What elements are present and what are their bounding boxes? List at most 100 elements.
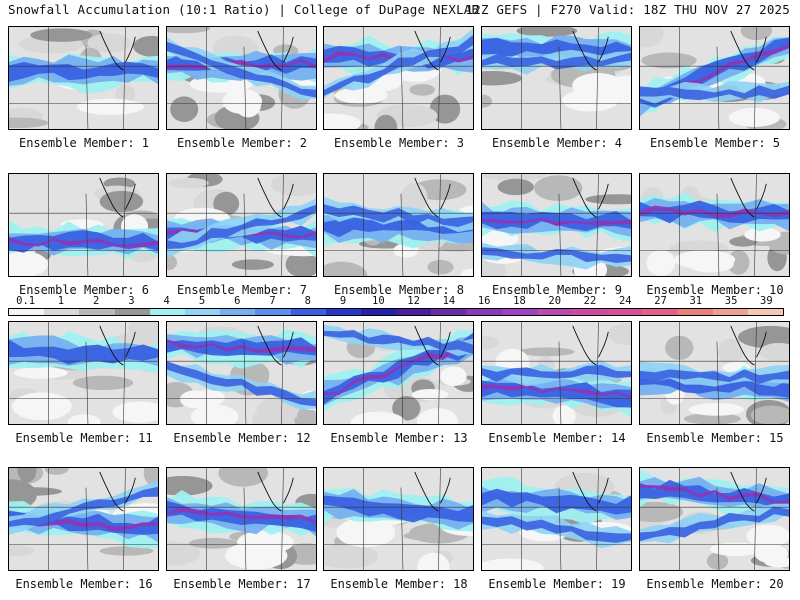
colorbar-swatch	[290, 309, 326, 315]
snowfall-map	[482, 27, 631, 129]
colorbar-tick-label: 6	[234, 295, 241, 307]
colorbar-tick-label: 35	[724, 295, 738, 307]
ensemble-member-label: Ensemble Member: 11	[15, 431, 153, 445]
snowfall-map	[640, 322, 789, 424]
ensemble-member-label: Ensemble Member: 19	[488, 577, 626, 591]
snowfall-map	[9, 27, 158, 129]
colorbar-swatch	[607, 309, 643, 315]
ensemble-map-panel	[481, 321, 632, 425]
ensemble-member-label: Ensemble Member: 4	[491, 136, 623, 150]
ensemble-map-panel	[481, 173, 632, 277]
colorbar-swatch	[431, 309, 467, 315]
colorbar-swatch	[220, 309, 256, 315]
snowfall-map	[482, 322, 631, 424]
colorbar-swatch	[396, 309, 432, 315]
colorbar-tick-label: 22	[583, 295, 597, 307]
ensemble-map-panel	[639, 467, 790, 571]
colorbar-tick-label: 1	[57, 295, 65, 307]
ensemble-member-label: Ensemble Member: 6	[18, 283, 150, 297]
snowfall-map	[9, 322, 158, 424]
colorbar-swatch	[642, 309, 678, 315]
ensemble-member-label: Ensemble Member: 18	[330, 577, 468, 591]
snowfall-map	[9, 174, 158, 276]
ensemble-member-label: Ensemble Member: 5	[649, 136, 781, 150]
colorbar-tick-label: 31	[689, 295, 703, 307]
colorbar-tick-label: 24	[618, 295, 632, 307]
colorbar-swatch	[114, 309, 150, 315]
colorbar-swatch	[677, 309, 713, 315]
colorbar-swatch	[184, 309, 221, 315]
colorbar-swatches	[8, 308, 784, 316]
snowfall-map	[640, 27, 789, 129]
colorbar-tick-label: 4	[163, 295, 170, 307]
colorbar-labels: 0.1 1 2 3 4 5 6 7 8 9 10 12 14 16 18 20 22 24 27 31 35 39	[8, 295, 784, 308]
snowfall-map	[324, 27, 473, 129]
colorbar-swatch	[536, 309, 572, 315]
ensemble-map-panel	[8, 173, 159, 277]
snowfall-map	[324, 174, 473, 276]
colorbar-tick-label: 0.1	[16, 295, 36, 307]
colorbar-tick-label: 3	[128, 295, 135, 307]
snowfall-map	[482, 468, 631, 570]
ensemble-map-panel	[481, 467, 632, 571]
ensemble-member-label: Ensemble Member: 2	[176, 136, 308, 150]
colorbar-swatch	[572, 309, 608, 315]
ensemble-map-panel	[8, 467, 159, 571]
ensemble-member-label: Ensemble Member: 7	[176, 283, 308, 297]
colorbar-tick-label: 18	[513, 295, 526, 307]
ensemble-map-panel	[639, 321, 790, 425]
ensemble-member-label: Ensemble Member: 9	[491, 283, 623, 297]
ensemble-map-panel	[323, 26, 474, 130]
snowfall-map	[167, 174, 316, 276]
ensemble-map-panel	[323, 321, 474, 425]
ensemble-map-panel	[166, 173, 317, 277]
colorbar-swatch	[149, 309, 185, 315]
colorbar-tick-label: 39	[760, 295, 773, 307]
ensemble-map-panel	[166, 467, 317, 571]
ensemble-map-panel	[323, 173, 474, 277]
colorbar-tick-label: 2	[93, 295, 100, 307]
colorbar-swatch	[79, 309, 115, 315]
snowfall-map	[324, 468, 473, 570]
colorbar-swatch	[747, 309, 784, 315]
colorbar-tick-label: 16	[477, 295, 491, 307]
snowfall-map	[482, 174, 631, 276]
ensemble-member-label: Ensemble Member: 16	[15, 577, 153, 591]
colorbar-swatch	[466, 309, 502, 315]
ensemble-member-label: Ensemble Member: 14	[488, 431, 626, 445]
colorbar-tick-label: 12	[407, 295, 420, 307]
colorbar-swatch	[44, 309, 80, 315]
map-title: Snowfall Accumulation (10:1 Ratio) | Col…	[8, 2, 480, 17]
ensemble-member-label: Ensemble Member: 3	[333, 136, 465, 150]
ensemble-member-label: Ensemble Member: 12	[173, 431, 311, 445]
snowfall-map	[640, 174, 789, 276]
colorbar-tick-label: 20	[548, 295, 562, 307]
snowfall-map	[167, 27, 316, 129]
ensemble-map-panel	[639, 173, 790, 277]
colorbar-tick-label: 10	[372, 295, 385, 307]
colorbar-swatch	[501, 309, 537, 315]
ensemble-map-panel	[8, 26, 159, 130]
ensemble-map-panel	[8, 321, 159, 425]
colorbar-tick-label: 27	[654, 295, 667, 307]
ensemble-member-label: Ensemble Member: 8	[333, 283, 465, 297]
ensemble-member-label: Ensemble Member: 13	[330, 431, 468, 445]
snowfall-map	[324, 322, 473, 424]
colorbar-tick-label: 8	[304, 295, 311, 307]
ensemble-member-label: Ensemble Member: 1	[18, 136, 150, 150]
ensemble-member-label: Ensemble Member: 10	[646, 283, 784, 297]
snowfall-map	[9, 468, 158, 570]
snowfall-map	[167, 468, 316, 570]
run-valid-time: 12Z GEFS | F270 Valid: 18Z THU NOV 27 20…	[465, 2, 790, 17]
colorbar-swatch	[9, 309, 45, 315]
ensemble-map-panel	[323, 467, 474, 571]
colorbar-tick-label: 9	[339, 295, 347, 307]
colorbar-swatch	[360, 309, 397, 315]
colorbar-swatch	[255, 309, 291, 315]
snowfall-map	[167, 322, 316, 424]
ensemble-member-label: Ensemble Member: 17	[173, 577, 311, 591]
colorbar-tick-label: 14	[442, 295, 456, 307]
colorbar-legend: 0.1 1 2 3 4 5 6 7 8 9 10 12 14 16 18 20 22 24 27 31 35 39	[8, 295, 784, 318]
ensemble-map-panel	[166, 26, 317, 130]
